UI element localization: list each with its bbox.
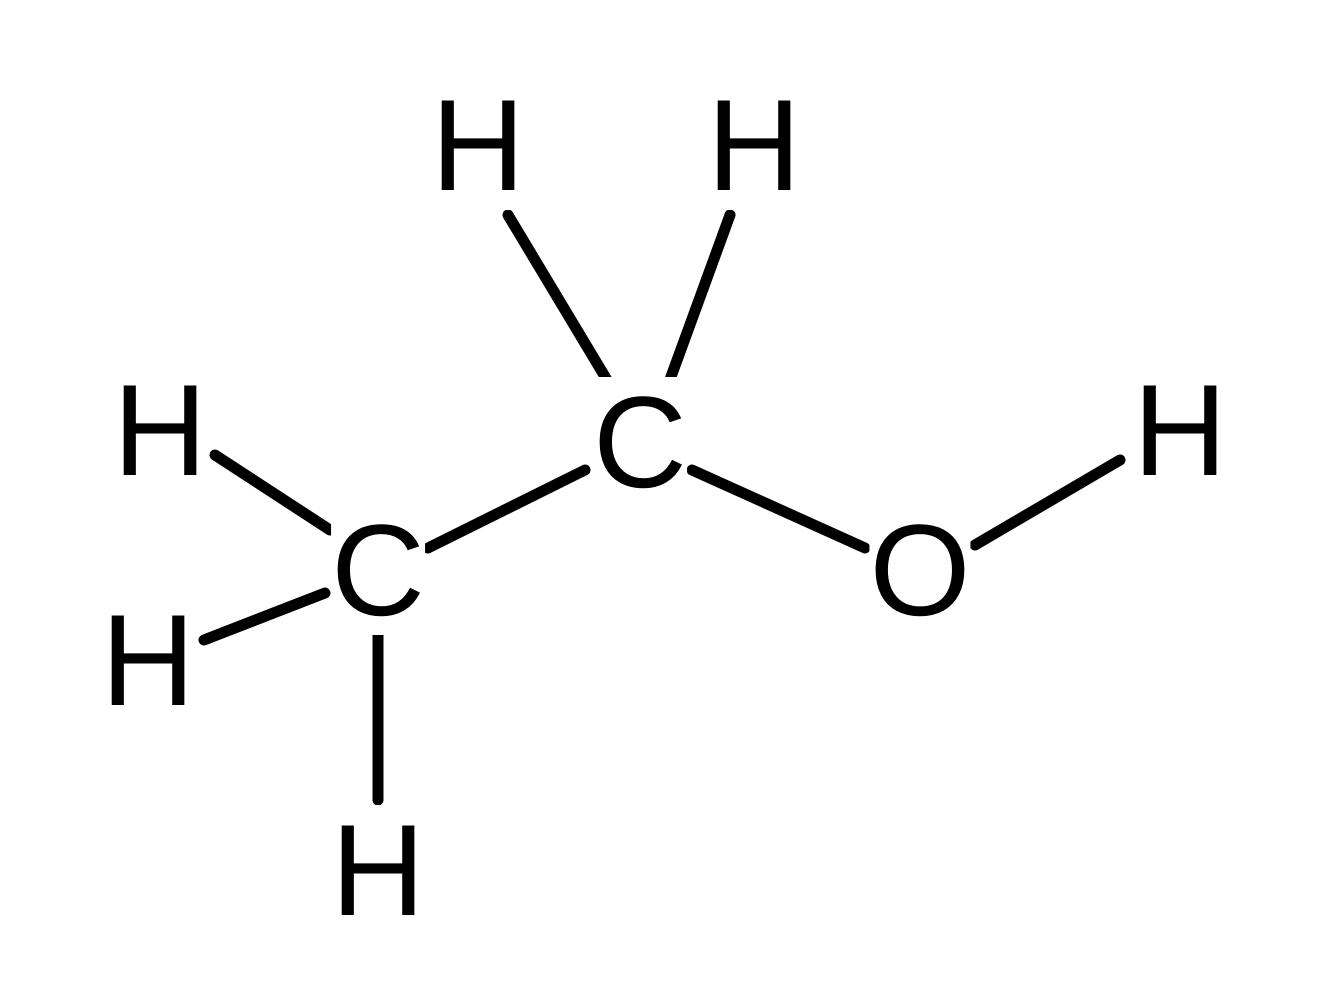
bond-C1-H1 — [215, 455, 330, 530]
atom-O: O — [869, 505, 970, 635]
atom-H2: H — [101, 595, 195, 725]
atom-H4: H — [431, 80, 525, 210]
atom-H5: H — [707, 80, 801, 210]
atom-H6: H — [1133, 365, 1227, 495]
bond-C1-C2 — [428, 470, 585, 548]
bond-C1-H2 — [204, 593, 325, 640]
bond-C2-H4 — [508, 215, 610, 385]
bond-C2-H5 — [668, 215, 730, 385]
atom-C1: C — [331, 505, 425, 635]
atom-H1: H — [113, 365, 207, 495]
bond-O-H6 — [975, 460, 1120, 545]
bond-C2-O — [692, 470, 865, 548]
molecule-diagram: CCOHHHHHH — [0, 0, 1336, 1002]
atom-C2: C — [593, 377, 687, 507]
atom-H3: H — [331, 805, 425, 935]
